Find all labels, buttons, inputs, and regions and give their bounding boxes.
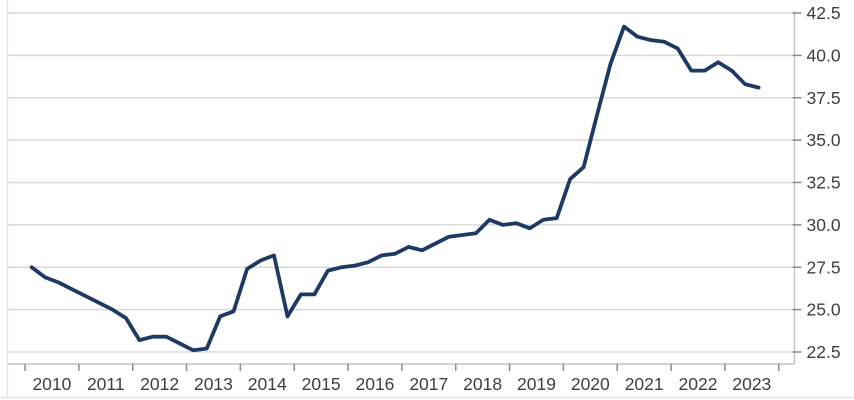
y-axis-tick-label: 27.5 [807, 257, 841, 277]
y-axis-tick-label: 32.5 [807, 173, 841, 193]
x-axis-tick-label: 2023 [732, 374, 771, 394]
y-axis-tick-label: 37.5 [807, 88, 841, 108]
data-series-line [29, 24, 761, 353]
y-axis-tick-label: 42.5 [807, 3, 841, 23]
x-axis-tick-label: 2010 [32, 374, 71, 394]
y-axis-tick-label: 25.0 [807, 300, 841, 320]
x-axis-tick-label: 2022 [679, 374, 718, 394]
x-axis-tick-label: 2020 [571, 374, 610, 394]
y-axis-tick-label: 40.0 [807, 45, 841, 65]
x-axis-tick-label: 2015 [302, 374, 341, 394]
x-axis-tick-label: 2012 [140, 374, 179, 394]
x-axis-tick-label: 2021 [625, 374, 664, 394]
x-axis-tick-label: 2019 [517, 374, 556, 394]
x-axis-tick-label: 2011 [87, 374, 125, 394]
x-axis-tick-label: 2017 [409, 374, 448, 394]
x-axis-tick-label: 2013 [194, 374, 233, 394]
x-axis-tick-label: 2018 [463, 374, 502, 394]
x-axis-tick-label: 2016 [355, 374, 394, 394]
y-axis-tick-label: 30.0 [807, 215, 841, 235]
y-axis-tick-label: 35.0 [807, 130, 841, 150]
x-axis-tick-label: 2014 [248, 374, 287, 394]
y-axis-tick-label: 22.5 [807, 342, 841, 362]
